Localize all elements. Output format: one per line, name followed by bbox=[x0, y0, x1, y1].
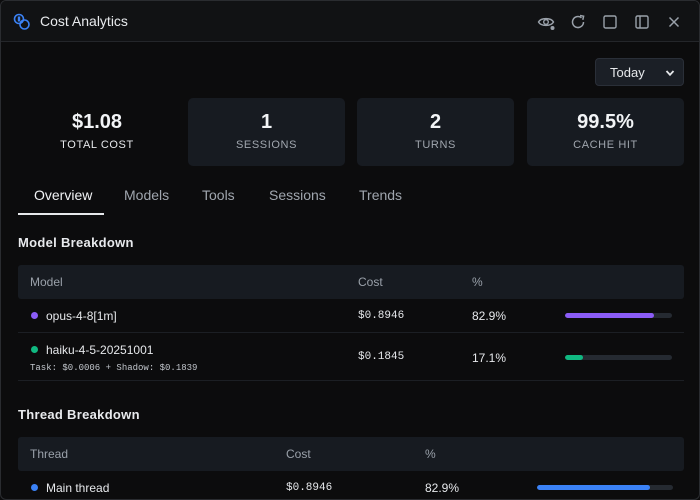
table-row[interactable]: opus-4-8[1m] $0.8946 82.9% bbox=[18, 299, 684, 333]
table-row[interactable]: haiku-4-5-20251001 Task: $0.0006 + Shado… bbox=[18, 333, 684, 381]
chevron-down-icon bbox=[665, 70, 675, 77]
model-name: opus-4-8[1m] bbox=[46, 309, 117, 323]
square-icon bbox=[603, 15, 617, 29]
model-percent: 17.1% bbox=[472, 351, 507, 365]
column-header-percent: % bbox=[472, 275, 483, 289]
model-share-bar bbox=[565, 313, 672, 318]
eye-button[interactable] bbox=[536, 12, 556, 32]
thread-name: Main thread bbox=[46, 481, 110, 495]
column-header-percent: % bbox=[425, 447, 436, 461]
thread-breakdown-title: Thread Breakdown bbox=[18, 407, 140, 422]
tab-models[interactable]: Models bbox=[124, 187, 170, 203]
model-share-bar bbox=[565, 355, 672, 360]
tab-sessions[interactable]: Sessions bbox=[269, 187, 326, 203]
model-cost: $0.1845 bbox=[358, 351, 405, 363]
thread-color-dot bbox=[31, 484, 38, 491]
refresh-icon bbox=[571, 14, 585, 29]
window-title: Cost Analytics bbox=[40, 13, 128, 29]
stat-sessions: 1 SESSIONS bbox=[188, 98, 345, 166]
stat-value: 2 bbox=[429, 111, 442, 133]
stat-label: TURNS bbox=[415, 139, 456, 151]
title-bar: Cost Analytics bbox=[1, 1, 699, 42]
column-header-cost: Cost bbox=[286, 447, 311, 461]
close-button[interactable] bbox=[664, 12, 684, 32]
model-color-dot bbox=[31, 312, 38, 319]
model-share-bar-fill bbox=[565, 355, 584, 360]
model-cost: $0.8946 bbox=[358, 310, 405, 322]
tab-tools[interactable]: Tools bbox=[202, 187, 235, 203]
stat-label: TOTAL COST bbox=[60, 139, 134, 151]
tab-overview[interactable]: Overview bbox=[34, 187, 93, 203]
table-row[interactable]: Main thread $0.8946 82.9% bbox=[18, 471, 684, 499]
stat-turns: 2 TURNS bbox=[357, 98, 514, 166]
thread-cost: $0.8946 bbox=[286, 482, 333, 494]
eye-icon bbox=[537, 17, 555, 30]
period-select-value: Today bbox=[610, 64, 645, 80]
stat-label: SESSIONS bbox=[235, 139, 298, 151]
thread-share-bar-fill bbox=[537, 485, 650, 490]
active-tab-indicator bbox=[18, 213, 104, 215]
thread-table-header: Thread Cost % bbox=[18, 437, 684, 471]
refresh-button[interactable] bbox=[568, 12, 588, 32]
thread-percent: 82.9% bbox=[425, 481, 460, 495]
model-breakdown-title: Model Breakdown bbox=[18, 235, 134, 250]
stat-value: 1 bbox=[260, 111, 273, 133]
stat-value: 99.5% bbox=[577, 111, 634, 133]
column-header-cost: Cost bbox=[358, 275, 383, 289]
model-cost-detail: Task: $0.0006 + Shadow: $0.1839 bbox=[30, 363, 198, 373]
model-percent: 82.9% bbox=[472, 309, 507, 323]
model-color-dot bbox=[31, 346, 38, 353]
period-select[interactable]: Today bbox=[595, 58, 684, 86]
model-share-bar-fill bbox=[565, 313, 654, 318]
close-icon bbox=[668, 16, 680, 28]
tab-trends[interactable]: Trends bbox=[359, 187, 403, 203]
app-logo-icon bbox=[13, 13, 30, 30]
sidebar-icon bbox=[635, 15, 649, 29]
model-table-header: Model Cost % bbox=[18, 265, 684, 299]
maximize-button[interactable] bbox=[600, 12, 620, 32]
column-header-model: Model bbox=[30, 275, 63, 289]
stat-label: CACHE HIT bbox=[573, 139, 638, 151]
thread-share-bar bbox=[537, 485, 673, 490]
toggle-sidebar-button[interactable] bbox=[632, 12, 652, 32]
stat-value: $1.08 bbox=[71, 111, 123, 133]
model-name: haiku-4-5-20251001 bbox=[46, 343, 154, 357]
column-header-thread: Thread bbox=[30, 447, 69, 461]
stat-total-cost: $1.08 TOTAL COST bbox=[18, 98, 176, 166]
stat-cache-hit: 99.5% CACHE HIT bbox=[527, 98, 684, 166]
